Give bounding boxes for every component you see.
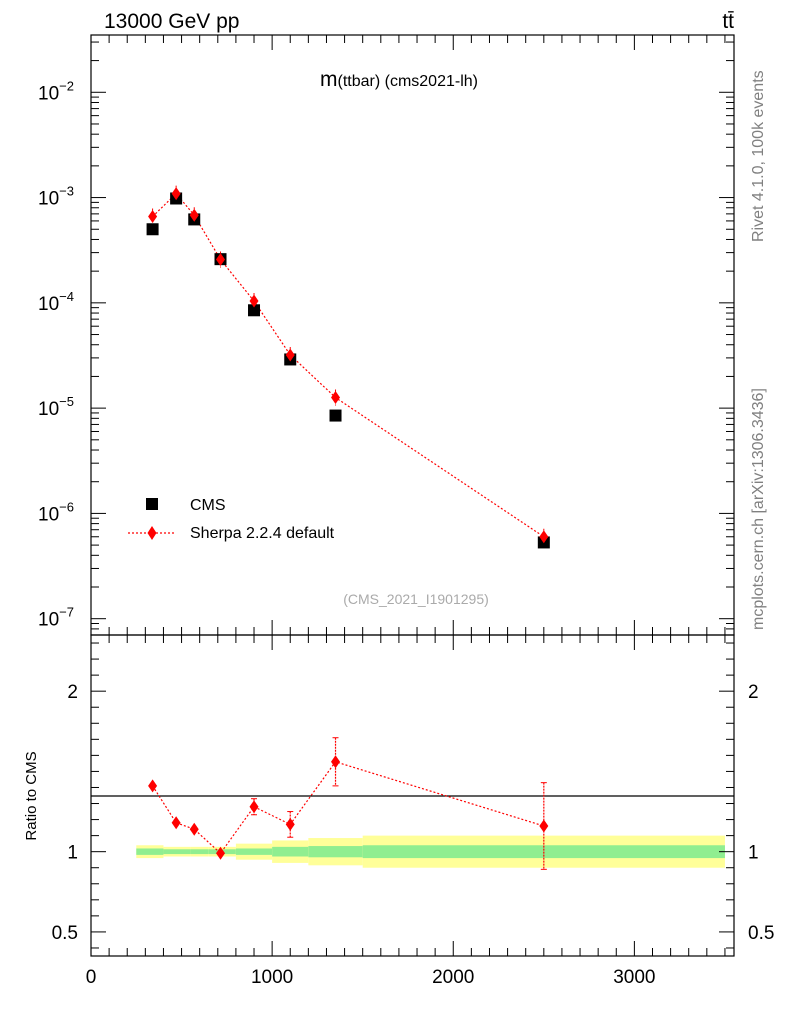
main-y-tick-label: 10−2 [38,78,74,104]
chart-title-sub: (ttbar) (cms2021-lh) [338,73,478,90]
sherpa-point [171,187,181,201]
ratio-sherpa-point [285,817,295,831]
main-y-tick-label: 10−6 [38,499,74,525]
stat-uncertainty-band [235,848,273,855]
ratio-y-tick-label-right: 1 [748,843,759,864]
main-y-tick-label-base: 10 [38,83,59,104]
process-label: tt̄ [722,10,734,33]
sherpa-point [189,208,199,222]
main-y-tick-label-exp: −2 [59,78,74,93]
main-y-tick-label-base: 10 [38,294,59,315]
stat-uncertainty-band [190,849,209,855]
main-y-tick-label-exp: −4 [59,289,74,304]
main-y-tick-label-base: 10 [38,504,59,525]
ratio-y-tick-label-right: 2 [748,682,759,703]
legend-sherpa-marker [147,526,157,540]
main-y-tick-label-exp: −5 [59,394,74,409]
main-y-tick-label-exp: −6 [59,499,74,514]
rivet-label: Rivet 4.1.0, 100k events [750,70,767,242]
ratio-ylabel: Ratio to CMS [23,751,40,840]
ratio-y-tick-label-left: 2 [67,682,78,703]
main-frame [90,34,735,636]
ratio-sherpa-point [249,800,259,814]
ratio-y-tick-label-left: 0.5 [52,923,78,944]
sherpa-point [331,391,341,405]
ratio-y-tick-labels: 0.5 0.5 1 1 2 2 [52,682,775,944]
ratio-sherpa-point [539,819,549,833]
chart-title: m(ttbar) (cms2021-lh) [320,68,478,91]
stat-uncertainty-band [272,846,309,857]
ratio-ticks [90,635,734,956]
sherpa-point [539,530,549,544]
ratio-marks [148,737,549,870]
main-y-tick-label-exp: −3 [59,184,74,199]
mcplots-label: mcplots.cern.ch [arXiv:1306.3436] [750,388,767,630]
ratio-sherpa-point [148,779,158,793]
main-y-tick-label: 10−4 [38,289,74,315]
stat-uncertainty-band [136,848,164,855]
sherpa-point [216,253,226,267]
legend-sherpa-label: Sherpa 2.2.4 default [190,525,335,542]
ratio-sherpa-point [216,846,226,860]
ratio-y-tick-label-right: 0.5 [748,923,774,944]
x-tick-label: 0 [86,967,97,988]
sherpa-point [148,210,158,224]
legend-cms-label: CMS [190,497,226,514]
stat-uncertainty-band [163,849,191,855]
cms-point [329,409,342,422]
x-tick-label: 3000 [613,967,655,988]
ratio-bands [136,835,725,868]
analysis-watermark: (CMS_2021_I1901295) [343,591,489,607]
ratio-panel: 0.5 0.5 1 1 2 2 0 1000 2000 3000 Ratio to CMS [23,634,775,988]
main-y-tick-label-exp: −7 [59,605,74,620]
main-y-tick-label: 10−3 [38,184,74,210]
ratio-y-tick-label-left: 1 [67,843,78,864]
cms-point [248,304,261,317]
ratio-sherpa-point [189,822,199,836]
stat-uncertainty-band [308,846,363,858]
main-y-tick-labels: 10−210−310−410−510−610−7 [38,78,74,630]
main-y-tick-label-base: 10 [38,399,59,420]
main-ticks [90,35,734,636]
sherpa-point [285,348,295,362]
x-tick-label: 1000 [251,967,293,988]
main-y-tick-label-base: 10 [38,189,59,210]
main-marks [146,185,550,549]
energy-label: 13000 GeV pp [104,10,239,33]
cms-point [146,223,159,236]
ratio-sherpa-point [331,755,341,769]
sherpa-line [152,192,545,538]
main-panel: 10−210−310−410−510−610−7 m(ttbar) (cms20… [38,34,735,636]
main-y-tick-label: 10−5 [38,394,74,420]
sherpa-point [249,294,259,308]
ratio-sherpa-point [171,816,181,830]
chart-title-main: m [320,68,338,91]
ratio-frame [90,634,735,957]
main-y-tick-label: 10−7 [38,605,74,631]
ratio-sherpa-line [152,761,544,855]
legend-cms-marker [146,498,158,510]
x-tick-label: 2000 [432,967,474,988]
legend: CMS Sherpa 2.2.4 default [128,497,335,542]
x-tick-labels: 0 1000 2000 3000 [86,967,656,988]
main-y-tick-label-base: 10 [38,610,59,631]
